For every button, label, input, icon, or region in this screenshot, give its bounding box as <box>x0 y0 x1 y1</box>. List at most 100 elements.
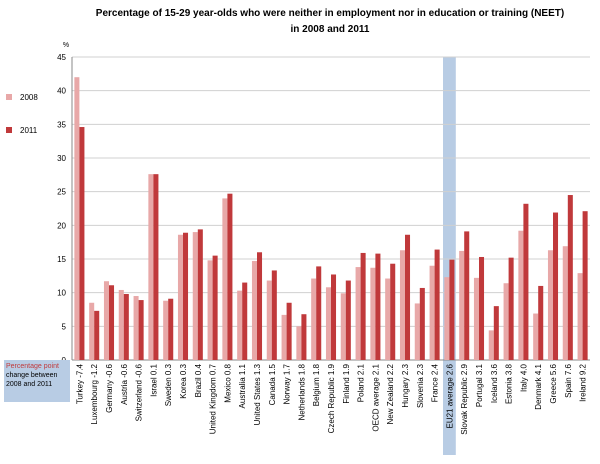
bar <box>459 250 465 360</box>
bar <box>518 230 524 360</box>
note: Percentage point change between 2008 and… <box>4 360 70 402</box>
x-tick-label: Turkey -7.4 <box>75 363 84 404</box>
bar <box>123 294 129 360</box>
x-tick-label: Germany -0.6 <box>105 363 114 412</box>
y-tick-label: 10 <box>57 289 66 298</box>
x-tick-label: Austria -0.6 <box>120 363 129 404</box>
x-tick-label: Norway 1.7 <box>283 363 292 404</box>
bar <box>405 234 411 360</box>
x-tick-label: France 2.4 <box>431 363 440 402</box>
bar <box>582 211 588 360</box>
x-tick-label: Finland 1.9 <box>342 363 351 403</box>
bar <box>385 278 391 360</box>
x-tick-label: Portugal 3.1 <box>475 363 484 407</box>
bar <box>257 252 263 360</box>
x-tick-label: United Kingdom 0.7 <box>209 363 218 434</box>
bar <box>340 293 346 360</box>
x-tick-label: Greece 5.6 <box>549 363 558 403</box>
bar <box>227 193 233 360</box>
y-tick-label: 5 <box>62 322 67 331</box>
note-text: change between 2008 and 2011 <box>6 372 58 388</box>
x-tick-label: OECD average 2.1 <box>371 363 380 431</box>
bar <box>479 256 485 360</box>
bar <box>508 257 514 360</box>
x-tick-label: Czech Republic 1.9 <box>327 363 336 433</box>
bar <box>355 267 361 360</box>
bar <box>444 277 450 360</box>
x-tick-label: Luxembourg -1.2 <box>90 363 99 424</box>
x-tick-label: Estonia 3.8 <box>505 363 514 404</box>
x-tick-label: Sweden 0.3 <box>164 363 173 406</box>
y-tick-label: 20 <box>57 221 66 230</box>
chart-title: Percentage of 15-29 year-olds who were n… <box>96 8 564 19</box>
bar <box>434 249 440 360</box>
bar <box>311 278 317 360</box>
bar <box>429 265 435 360</box>
bar <box>360 252 366 360</box>
legend-label: 2008 <box>20 93 38 102</box>
chart-title: in 2008 and 2011 <box>291 24 370 35</box>
bar <box>562 246 568 360</box>
bar <box>266 280 272 360</box>
x-tick-label: United States 1.3 <box>253 363 262 425</box>
bar <box>177 234 183 360</box>
bar <box>419 287 425 360</box>
x-tick-label: Canada 1.5 <box>268 363 277 405</box>
bar <box>577 273 583 360</box>
x-tick-label: Hungary 2.3 <box>401 363 410 407</box>
bar <box>237 290 243 360</box>
bar <box>567 195 573 360</box>
bar <box>399 250 405 360</box>
bar <box>192 232 198 360</box>
x-tick-label: Ireland 9.2 <box>579 363 588 401</box>
bar <box>345 280 351 360</box>
bar <box>331 274 337 360</box>
x-tick-label: Iceland 3.6 <box>490 363 499 403</box>
x-tick-label: Korea 0.3 <box>179 363 188 398</box>
bar <box>153 174 159 360</box>
y-tick-label: 35 <box>57 120 66 129</box>
bar <box>301 314 307 360</box>
y-tick-label: 40 <box>57 87 66 96</box>
x-tick-label: Mexico 0.8 <box>223 363 232 402</box>
x-tick-label: Slovenia 2.3 <box>416 363 425 408</box>
bar <box>553 212 559 360</box>
bar <box>94 310 100 360</box>
x-tick-label: Denmark 4.1 <box>534 363 543 409</box>
bar <box>163 300 169 360</box>
x-tick-label: Switzerland -0.6 <box>135 363 144 421</box>
x-tick-label: EU21 average 2.6 <box>445 363 454 428</box>
bar <box>325 287 331 360</box>
y-tick-label: 15 <box>57 255 66 264</box>
y-tick-label: 30 <box>57 154 66 163</box>
x-tick-label: Belgium 1.8 <box>312 363 321 406</box>
bar <box>533 313 539 360</box>
bar <box>370 267 376 360</box>
y-tick-label: 25 <box>57 188 66 197</box>
bar <box>109 285 115 360</box>
bar <box>538 285 544 360</box>
bar <box>168 298 174 360</box>
bar <box>222 198 228 360</box>
bar <box>212 255 218 360</box>
bar <box>449 259 455 360</box>
legend-swatch <box>6 94 12 100</box>
bar <box>296 326 302 360</box>
x-tick-label: New Zealand 2.2 <box>386 363 395 424</box>
bar <box>133 296 139 360</box>
x-tick-label: Brazil 0.4 <box>194 363 203 397</box>
x-tick-label: Netherlands 1.8 <box>297 363 306 420</box>
bar <box>197 229 203 360</box>
x-tick-label: Slovak Republic 2.9 <box>460 363 469 434</box>
x-tick-label: Israel 0.1 <box>149 363 158 396</box>
bar <box>503 283 509 360</box>
bar <box>281 314 287 360</box>
bar <box>473 277 479 360</box>
bar <box>103 281 109 360</box>
bar <box>390 263 396 360</box>
x-tick-label: Spain 7.6 <box>564 363 573 397</box>
legend-swatch <box>6 127 12 133</box>
bar <box>89 302 95 360</box>
bar <box>118 289 124 360</box>
